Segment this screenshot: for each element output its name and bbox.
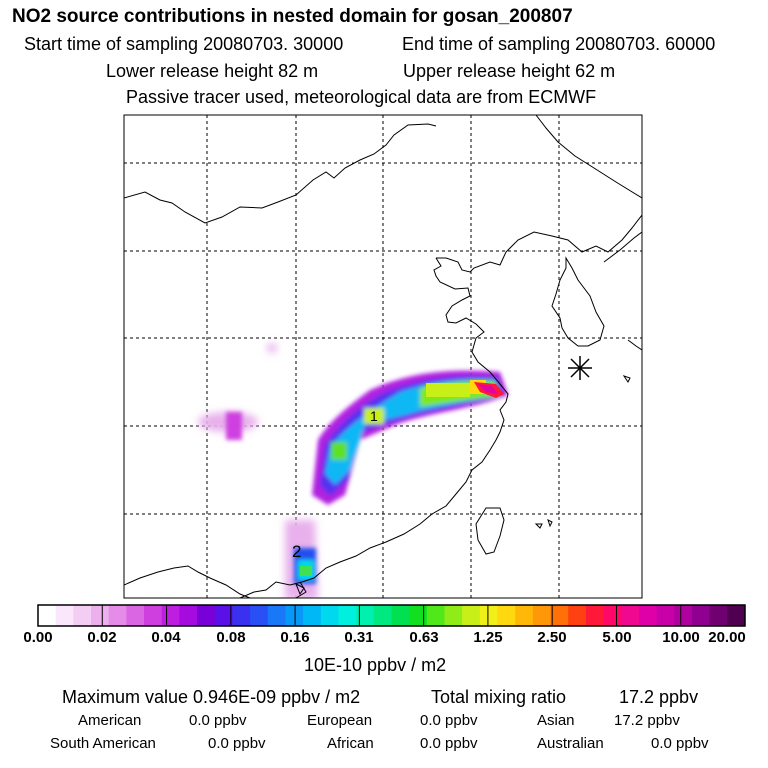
colorbar-swatch: [497, 605, 516, 626]
colorbar-swatch: [91, 605, 110, 626]
colorbar-swatch: [55, 605, 74, 626]
colorbar-swatch: [638, 605, 658, 626]
colorbar-swatch: [568, 605, 587, 626]
american-value: 0.0 ppbv: [189, 712, 247, 729]
american-label: American: [78, 712, 142, 729]
colorbar-swatch: [338, 605, 357, 626]
australian-value: 0.0 ppbv: [651, 735, 709, 752]
start-time-label: Start time of sampling 20080703. 30000: [24, 34, 344, 54]
colorbar-swatch: [303, 605, 322, 626]
colorbar-swatch: [444, 605, 463, 626]
colorbar: [37, 604, 746, 627]
south-american-value: 0.0 ppbv: [208, 735, 266, 752]
total-mixing-label: Total mixing ratio: [431, 687, 567, 707]
european-label: European: [307, 712, 373, 729]
plume-label-1: 1: [370, 408, 378, 424]
colorbar-border: [37, 604, 746, 627]
colorbar-swatch: [674, 605, 693, 626]
african-value: 0.0 ppbv: [420, 735, 478, 752]
european-value: 0.0 ppbv: [420, 712, 478, 729]
colorbar-swatch: [73, 605, 92, 626]
colorbar-swatch: [179, 605, 198, 626]
colorbar-swatch: [621, 605, 640, 626]
maximum-value: Maximum value 0.946E-09 ppbv / m2: [62, 687, 361, 707]
tick-label: 5.00: [602, 629, 632, 646]
colorbar-swatch: [462, 605, 481, 626]
colorbar-swatch: [197, 605, 216, 626]
colorbar-swatch: [320, 605, 339, 626]
plume-label-2: 2: [292, 542, 301, 561]
colorbar-swatch: [126, 605, 145, 626]
colorbar-swatch: [285, 605, 304, 626]
south-american-label: South American: [50, 735, 156, 752]
coastlines: [124, 115, 642, 598]
colorbar-swatch: [214, 605, 233, 626]
colorbar-swatch: [250, 605, 269, 626]
end-time-label: End time of sampling 20080703. 60000: [402, 34, 716, 54]
total-mixing-value: 17.2 ppbv: [619, 687, 699, 707]
colorbar-swatch: [356, 605, 375, 626]
colorbar-swatch: [426, 605, 446, 626]
map-title: NO2 source contributions in nested domai…: [12, 6, 573, 27]
receptor-star-icon: [568, 356, 592, 380]
colorbar-swatch: [391, 605, 410, 626]
colorbar-swatch: [144, 605, 163, 626]
colorbar-swatch: [585, 605, 605, 626]
colorbar-swatch: [656, 605, 675, 626]
tick-label: 0.02: [87, 629, 117, 646]
colorbar-swatch: [532, 605, 552, 626]
australian-label: Australian: [537, 735, 604, 752]
colorbar-swatch: [267, 605, 286, 626]
colorbar-swatch: [515, 605, 534, 626]
upper-release-height: Upper release height 62 m: [403, 61, 616, 81]
colorbar-units: 10E-10 ppbv / m2: [304, 655, 447, 675]
colorbar-swatch: [108, 605, 127, 626]
asian-label: Asian: [537, 712, 575, 729]
tick-label: 20.00: [708, 629, 746, 646]
map-frame: [123, 114, 643, 599]
tick-label: 10.00: [662, 629, 700, 646]
tick-label: 0.16: [280, 629, 310, 646]
tick-label: 0.08: [216, 629, 246, 646]
colorbar-swatch: [232, 605, 251, 626]
tick-label: 1.25: [473, 629, 503, 646]
colorbar-swatch: [38, 605, 57, 626]
colorbar-tick-labels: 0.00 0.02 0.04 0.08 0.16 0.31 0.63 1.25 …: [23, 629, 746, 646]
colorbar-swatch: [409, 605, 428, 626]
colorbar-swatch: [691, 605, 711, 626]
tracer-note: Passive tracer used, meteorological data…: [126, 87, 597, 107]
tick-label: 0.04: [151, 629, 181, 646]
colorbar-swatch: [550, 605, 569, 626]
tick-label: 2.50: [537, 629, 567, 646]
colorbar-swatch: [603, 605, 622, 626]
colorbar-swatch: [727, 605, 746, 626]
tick-label: 0.63: [409, 629, 439, 646]
asian-value: 17.2 ppbv: [614, 712, 680, 729]
african-label: African: [327, 735, 374, 752]
tick-label: 0.31: [344, 629, 374, 646]
colorbar-swatch: [479, 605, 499, 626]
concentration-plume: [198, 343, 508, 598]
lower-release-height: Lower release height 82 m: [106, 61, 319, 81]
colorbar-swatch: [373, 605, 392, 626]
tick-label: 0.00: [23, 629, 53, 646]
colorbar-swatch: [709, 605, 728, 626]
